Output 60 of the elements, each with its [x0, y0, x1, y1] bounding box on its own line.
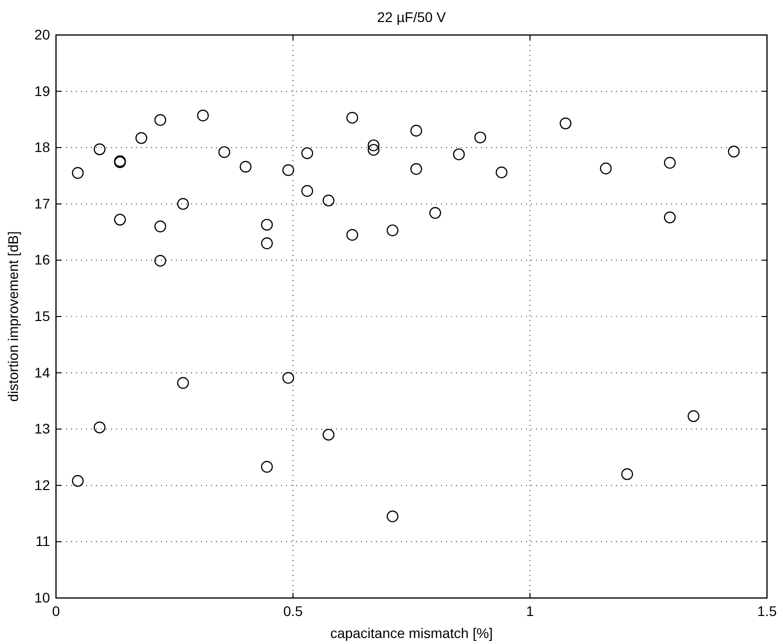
point: [261, 460, 273, 473]
y-tick-label: 14: [34, 364, 50, 380]
x-tick-label: 1.5: [757, 602, 777, 619]
y-tick-label: 17: [34, 195, 50, 212]
point: [386, 224, 398, 236]
point: [301, 185, 314, 197]
y-tick-label: 20: [34, 26, 50, 42]
point: [386, 510, 398, 522]
chart-title: 22 µF/50 V: [377, 9, 447, 25]
point: [177, 377, 189, 389]
point: [346, 112, 358, 124]
point: [94, 143, 106, 156]
x-axis-title: capacitance mismatch [%]: [330, 625, 493, 641]
point: [72, 167, 84, 179]
point: [197, 110, 209, 122]
y-tick-label: 12: [34, 476, 50, 493]
y-tick-label: 19: [34, 82, 50, 99]
point: [261, 218, 273, 231]
point: [240, 160, 252, 173]
point: [322, 428, 334, 441]
point: [282, 164, 294, 176]
y-tick-label: 18: [34, 139, 50, 156]
y-axis-title: distortion improvement [dB]: [5, 231, 21, 402]
point: [496, 166, 508, 178]
point: [154, 254, 166, 267]
y-tick-label: 13: [34, 420, 50, 437]
point: [664, 212, 676, 224]
point: [728, 146, 740, 158]
point: [94, 422, 106, 434]
y-tick-label: 11: [35, 533, 50, 550]
point: [72, 475, 84, 487]
point: [154, 220, 166, 232]
point: [621, 468, 634, 480]
point: [346, 228, 358, 241]
x-tick-label: 0: [52, 602, 60, 619]
x-tick-label: 0.5: [283, 602, 303, 619]
point: [368, 139, 380, 152]
point: [301, 147, 314, 160]
point: [114, 214, 126, 226]
point: [177, 198, 189, 210]
y-tick-label: 10: [34, 589, 50, 606]
point: [453, 148, 465, 160]
point: [261, 237, 273, 250]
point: [410, 124, 422, 137]
y-tick-label: 15: [34, 308, 50, 324]
point: [218, 146, 230, 158]
point: [429, 207, 442, 219]
point: [410, 163, 422, 175]
point: [688, 410, 700, 422]
y-tick-label: 16: [34, 252, 50, 268]
point: [282, 372, 294, 384]
point: [154, 114, 166, 126]
point: [135, 132, 148, 144]
point: [368, 144, 380, 156]
point: [560, 118, 572, 130]
point: [664, 156, 676, 169]
x-tick-label: 1: [526, 602, 534, 619]
point: [600, 162, 612, 174]
point: [322, 194, 334, 206]
point: [474, 132, 486, 144]
